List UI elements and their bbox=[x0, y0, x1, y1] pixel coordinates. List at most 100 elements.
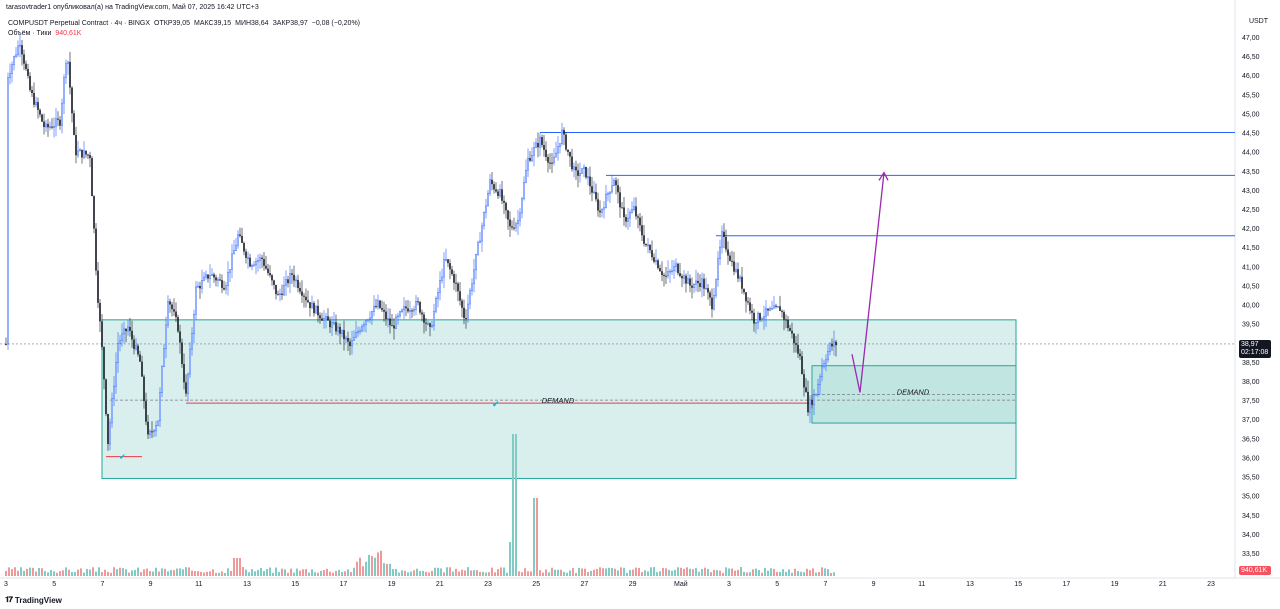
volume-bar bbox=[137, 567, 139, 576]
candle-body-down bbox=[547, 157, 549, 163]
candle-body-up bbox=[593, 191, 595, 194]
candle-body-down bbox=[495, 189, 497, 192]
candle-body-down bbox=[169, 301, 171, 305]
volume-label[interactable]: Объём · Тики bbox=[8, 30, 52, 37]
volume-bar bbox=[401, 570, 403, 576]
candle-body-up bbox=[561, 129, 563, 144]
candle-body-up bbox=[609, 191, 611, 194]
candle-body-down bbox=[799, 353, 801, 357]
price-tick-label: 44,00 bbox=[1242, 150, 1260, 157]
candle-body-up bbox=[765, 308, 767, 317]
candle-body-up bbox=[819, 376, 821, 386]
candle-body-up bbox=[823, 363, 825, 367]
candle-body-down bbox=[697, 280, 699, 284]
candle-body-up bbox=[647, 244, 649, 247]
candle-body-up bbox=[331, 322, 333, 328]
candle-body-down bbox=[737, 269, 739, 279]
candle-body-up bbox=[351, 340, 353, 347]
volume-bar bbox=[410, 571, 412, 576]
candle-body-down bbox=[641, 225, 643, 236]
candle-body-up bbox=[355, 332, 357, 338]
candle-body-down bbox=[811, 399, 813, 405]
volume-bar bbox=[107, 571, 109, 576]
time-tick-label: 19 bbox=[388, 581, 396, 588]
candle-body-down bbox=[741, 276, 743, 289]
candle-body-up bbox=[191, 333, 193, 350]
candle-body-down bbox=[677, 263, 679, 274]
volume-bar bbox=[227, 568, 229, 576]
candle-body-up bbox=[17, 45, 19, 56]
volume-bar bbox=[392, 569, 394, 576]
currency-label[interactable]: USDT bbox=[1248, 18, 1268, 25]
volume-bar bbox=[86, 568, 88, 576]
candle-body-down bbox=[23, 54, 25, 64]
candle-body-down bbox=[727, 249, 729, 256]
candle-body-down bbox=[277, 294, 279, 296]
price-tick-label: 42,50 bbox=[1242, 207, 1260, 214]
volume-bar bbox=[458, 571, 460, 576]
time-tick-label: 29 bbox=[629, 581, 637, 588]
volume-bar bbox=[89, 569, 91, 576]
candle-body-up bbox=[757, 312, 759, 323]
candle-body-down bbox=[391, 325, 393, 327]
volume-bar bbox=[449, 567, 451, 576]
volume-bar bbox=[308, 572, 310, 576]
volume-bar bbox=[272, 572, 274, 576]
volume-bar bbox=[212, 569, 214, 576]
volume-bar bbox=[452, 571, 454, 576]
volume-bar bbox=[122, 568, 124, 576]
volume-bar bbox=[209, 571, 211, 576]
candle-body-up bbox=[167, 301, 169, 326]
candle-body-down bbox=[449, 263, 451, 270]
candle-body-up bbox=[533, 147, 535, 156]
volume-bar bbox=[614, 568, 616, 576]
candle-body-down bbox=[699, 283, 701, 287]
open-label: ОТКР bbox=[154, 20, 173, 27]
candle-body-up bbox=[715, 279, 717, 296]
candle-body-up bbox=[815, 394, 817, 396]
candle-body-up bbox=[613, 180, 615, 187]
candle-body-up bbox=[481, 225, 483, 242]
volume-bar bbox=[440, 568, 442, 576]
volume-bar bbox=[815, 572, 817, 576]
candle-body-up bbox=[387, 318, 389, 320]
candle-body-up bbox=[209, 275, 211, 279]
volume-bar bbox=[317, 572, 319, 576]
volume-bar bbox=[461, 569, 463, 576]
candle-body-down bbox=[125, 328, 127, 332]
volume-bar bbox=[695, 568, 697, 576]
candle-body-up bbox=[473, 269, 475, 285]
volume-bar bbox=[632, 569, 634, 576]
candle-body-down bbox=[75, 134, 77, 156]
candle-body-up bbox=[115, 362, 117, 387]
footer-brand[interactable]: 𝟏𝟕 TradingView bbox=[5, 595, 62, 605]
volume-bar bbox=[383, 563, 385, 576]
price-tick-label: 36,50 bbox=[1242, 436, 1260, 443]
candle-body-down bbox=[179, 331, 181, 343]
volume-bar bbox=[479, 571, 481, 576]
candle-body-up bbox=[377, 300, 379, 308]
candle-body-up bbox=[771, 308, 773, 310]
symbol-label[interactable]: COMPUSDT Perpetual Contract · 4ч · BINGX bbox=[8, 20, 151, 27]
volume-bar bbox=[176, 568, 178, 576]
candle-body-down bbox=[37, 102, 39, 110]
time-tick-label: 3 bbox=[727, 581, 731, 588]
candle-body-down bbox=[649, 244, 651, 251]
candle-body-up bbox=[211, 274, 213, 276]
candle-body-down bbox=[419, 302, 421, 313]
volume-bar bbox=[650, 567, 652, 576]
candle-body-down bbox=[71, 87, 73, 114]
volume-bar bbox=[350, 572, 352, 576]
volume-bar bbox=[323, 570, 325, 576]
volume-bar bbox=[467, 567, 469, 576]
candle-body-down bbox=[661, 271, 663, 276]
volume-bar bbox=[833, 572, 835, 576]
volume-bar bbox=[128, 572, 130, 576]
candle-body-down bbox=[541, 137, 543, 146]
tradingview-logo-icon: 𝟏𝟕 bbox=[5, 595, 13, 604]
volume-bar bbox=[488, 572, 490, 576]
volume-bar bbox=[251, 569, 253, 576]
candle-body-up bbox=[109, 422, 111, 445]
candle-body-down bbox=[137, 345, 139, 355]
